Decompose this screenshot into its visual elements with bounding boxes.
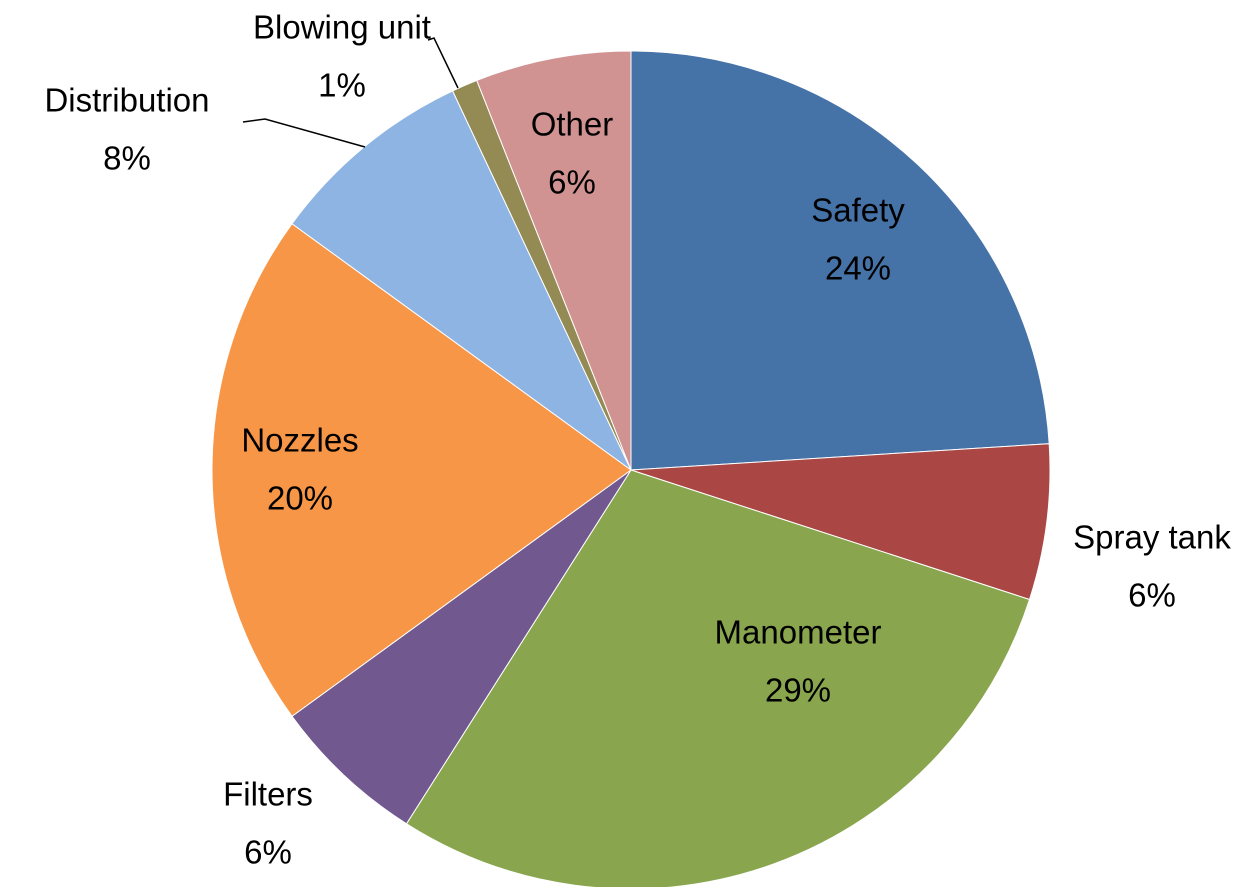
slice-label: Safety (811, 192, 905, 229)
slice-value-label: 29% (765, 672, 831, 709)
pie-slice (211, 223, 632, 717)
pie-slice (405, 469, 1031, 887)
slice-label: Filters (223, 776, 313, 813)
slice-value-label: 20% (267, 480, 333, 517)
slice-label: Spray tank (1073, 519, 1231, 556)
slice-value-label: 6% (1128, 577, 1176, 614)
pie-slice (630, 50, 1050, 471)
pie-slice (476, 50, 632, 471)
leader-line (427, 37, 459, 89)
pie-slice (630, 443, 1051, 601)
slice-label: Distribution (44, 82, 209, 119)
slice-value-label: 6% (244, 834, 292, 871)
slice-label: Blowing unit (253, 9, 431, 46)
slice-label: Manometer (715, 614, 882, 651)
leader-line (242, 118, 366, 148)
slice-label: Other (531, 106, 614, 143)
slice-value-label: 6% (548, 164, 596, 201)
slice-value-label: 1% (318, 67, 366, 104)
slice-value-label: 8% (103, 140, 151, 177)
slice-value-label: 24% (825, 250, 891, 287)
pie-slice (291, 469, 632, 825)
slice-label: Nozzles (241, 422, 358, 459)
